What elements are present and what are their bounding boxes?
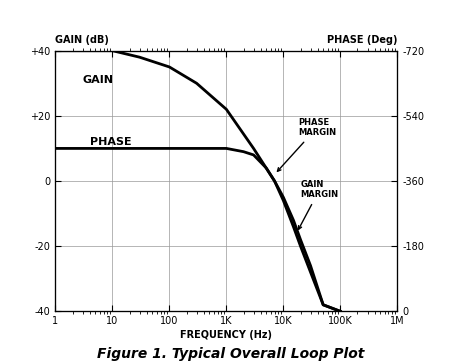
Text: PHASE: PHASE xyxy=(90,137,131,147)
Text: GAIN
MARGIN: GAIN MARGIN xyxy=(298,180,339,229)
Text: PHASE
MARGIN: PHASE MARGIN xyxy=(278,118,336,171)
Text: PHASE (Deg): PHASE (Deg) xyxy=(327,35,397,45)
Text: GAIN: GAIN xyxy=(83,75,114,85)
X-axis label: FREQUENCY (Hz): FREQUENCY (Hz) xyxy=(180,331,273,340)
Text: GAIN (dB): GAIN (dB) xyxy=(55,35,109,45)
Text: Figure 1. Typical Overall Loop Plot: Figure 1. Typical Overall Loop Plot xyxy=(97,348,365,361)
